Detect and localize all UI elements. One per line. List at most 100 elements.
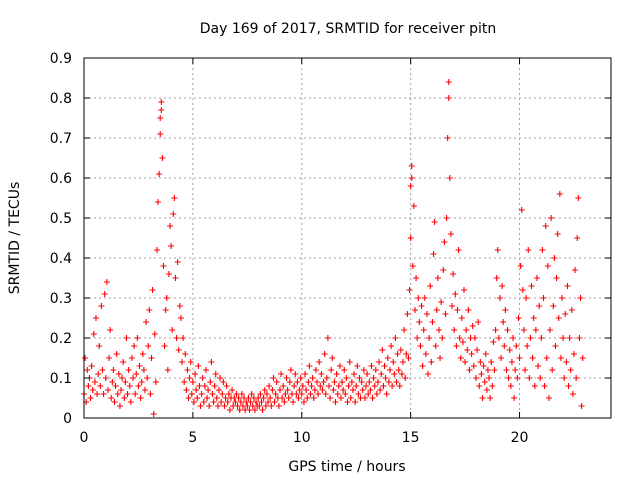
data-point: [511, 395, 518, 401]
data-point: [315, 391, 322, 397]
data-point: [557, 355, 564, 361]
data-point: [280, 383, 287, 389]
data-point: [484, 367, 491, 373]
data-point: [543, 355, 550, 361]
data-point: [419, 363, 426, 369]
data-point: [100, 391, 107, 397]
data-point: [165, 271, 172, 277]
data-point: [536, 303, 543, 309]
data-point: [542, 223, 549, 229]
data-point: [195, 363, 202, 369]
data-point: [222, 395, 229, 401]
data-point: [408, 163, 415, 169]
data-point: [199, 375, 206, 381]
y-tick-label: 0.3: [50, 291, 72, 307]
data-point: [161, 343, 168, 349]
data-point: [527, 335, 534, 341]
data-point: [221, 403, 228, 409]
data-point: [178, 359, 185, 365]
data-point: [164, 367, 171, 373]
data-point: [427, 283, 434, 289]
data-point: [560, 335, 567, 341]
data-point: [393, 379, 400, 385]
data-point: [474, 347, 481, 353]
data-point: [523, 295, 530, 301]
data-point: [272, 391, 279, 397]
data-point: [550, 303, 557, 309]
data-point: [541, 383, 548, 389]
data-point: [421, 295, 428, 301]
data-point: [182, 351, 189, 357]
data-point: [183, 387, 190, 393]
data-point: [265, 399, 272, 405]
data-point: [141, 387, 148, 393]
data-point: [552, 343, 559, 349]
data-point: [349, 387, 356, 393]
data-point: [412, 307, 419, 313]
data-point: [547, 327, 554, 333]
data-point: [309, 375, 316, 381]
data-point: [512, 367, 519, 373]
data-point: [269, 387, 276, 393]
data-point: [204, 395, 211, 401]
data-point: [469, 323, 476, 329]
data-point: [487, 395, 494, 401]
data-point: [145, 343, 152, 349]
data-point: [128, 355, 135, 361]
data-point: [151, 331, 158, 337]
data-point: [553, 275, 560, 281]
data-point: [409, 263, 416, 269]
data-point: [90, 331, 97, 337]
data-point: [296, 387, 303, 393]
data-point: [579, 355, 586, 361]
data-point: [361, 395, 368, 401]
data-point: [490, 339, 497, 345]
data-point: [284, 387, 291, 393]
data-point: [561, 375, 568, 381]
data-point: [167, 223, 174, 229]
data-point: [96, 343, 103, 349]
data-point: [101, 291, 108, 297]
data-point: [300, 399, 307, 405]
data-point: [373, 391, 380, 397]
data-point: [537, 375, 544, 381]
data-point: [325, 383, 332, 389]
data-point: [190, 399, 197, 405]
data-point: [115, 371, 122, 377]
data-point: [147, 391, 154, 397]
data-point: [435, 327, 442, 333]
data-point: [450, 271, 457, 277]
data-point: [276, 387, 283, 393]
data-point: [422, 351, 429, 357]
data-point: [218, 399, 225, 405]
data-point: [405, 355, 412, 361]
data-point: [261, 387, 268, 393]
data-point: [144, 375, 151, 381]
data-point: [402, 375, 409, 381]
data-point: [282, 391, 289, 397]
x-axis-label: GPS time / hours: [288, 459, 405, 475]
y-tick-label: 0.9: [50, 51, 72, 67]
data-point: [359, 387, 366, 393]
data-point: [224, 399, 231, 405]
data-point: [358, 379, 365, 385]
data-point: [248, 391, 255, 397]
data-point: [438, 299, 445, 305]
data-point: [397, 347, 404, 353]
data-point: [158, 99, 165, 105]
data-point: [481, 379, 488, 385]
data-point: [234, 403, 241, 409]
data-point: [187, 359, 194, 365]
data-points: [81, 79, 586, 417]
data-point: [416, 319, 423, 325]
data-point: [459, 339, 466, 345]
data-point: [323, 375, 330, 381]
data-point: [91, 379, 98, 385]
data-point: [304, 395, 311, 401]
data-point: [294, 379, 301, 385]
data-point: [138, 379, 145, 385]
data-point: [171, 195, 178, 201]
data-point: [356, 375, 363, 381]
data-point: [365, 391, 372, 397]
data-point: [570, 351, 577, 357]
